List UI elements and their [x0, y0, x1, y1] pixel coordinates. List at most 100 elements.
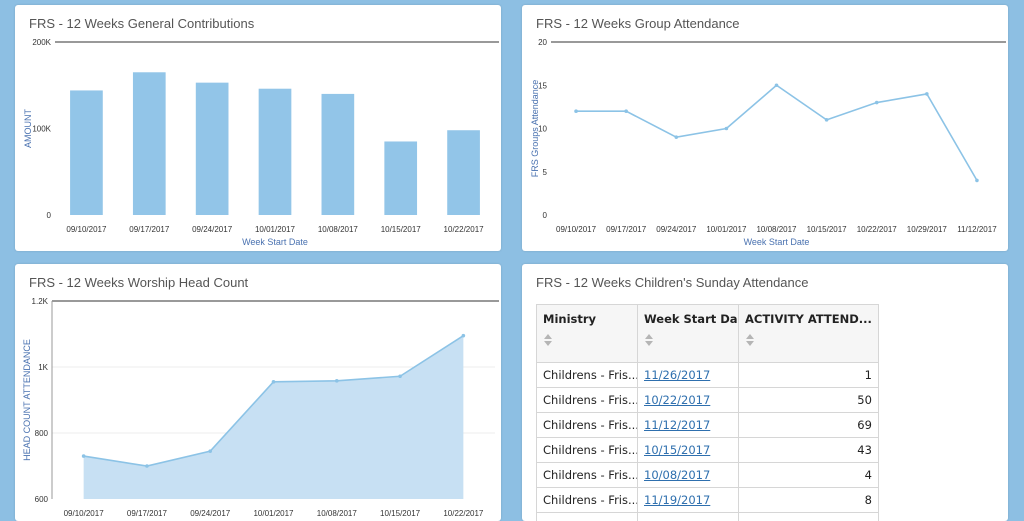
bar — [321, 93, 355, 215]
y-tick-label: 20 — [538, 38, 547, 47]
column-header-label: ACTIVITY ATTEND... — [745, 312, 872, 326]
date-link[interactable]: 10/22/2017 — [644, 393, 711, 407]
ministry-cell: Childrens - Fris... — [536, 437, 638, 463]
column-header-activity-attendance[interactable]: ACTIVITY ATTEND... — [738, 304, 879, 363]
y-tick-label: 200K — [32, 38, 51, 47]
column-header-label: Ministry — [543, 312, 597, 326]
x-tick-label: 10/08/2017 — [318, 225, 359, 234]
children-table: Ministry Week Start Da... ACTIVITY ATTEN… — [536, 304, 879, 521]
attendance-cell: 69 — [738, 412, 879, 438]
bar — [132, 72, 166, 216]
bar — [447, 130, 480, 215]
x-tick-label: 10/08/2017 — [317, 509, 358, 518]
attendance-cell: 43 — [738, 437, 879, 463]
ministry-cell: Childrens - Fris... — [536, 487, 638, 513]
table-row — [536, 512, 879, 521]
data-point — [461, 333, 466, 338]
x-tick-label: 10/01/2017 — [255, 225, 296, 234]
x-axis-label: Week Start Date — [242, 237, 308, 247]
sort-icon[interactable] — [644, 334, 654, 346]
data-point — [574, 109, 578, 113]
bar — [195, 82, 229, 215]
date-cell: 10/08/2017 — [637, 462, 739, 488]
y-tick-label: 0 — [543, 211, 548, 220]
x-tick-label: 09/10/2017 — [556, 225, 597, 234]
x-axis-label: Week Start Date — [744, 237, 810, 247]
ministry-cell: Childrens - Fris... — [536, 362, 638, 388]
attendance-cell: 8 — [738, 487, 879, 513]
area-fill — [83, 335, 464, 499]
x-tick-label: 10/22/2017 — [443, 509, 484, 518]
worship-chart: 600 800 1K 1.2K 09/10/2017 09/17/2017 09/24/20… — [22, 297, 499, 518]
x-tick-label: 10/01/2017 — [706, 225, 747, 234]
contributions-chart: 0 100K 200K 09/10/2017 09/17/2017 09/24/2017 1… — [23, 38, 499, 247]
y-tick-label: 1.2K — [32, 297, 49, 306]
bar — [258, 88, 292, 215]
y-axis-label: HEAD COUNT ATTENDANCE — [22, 339, 32, 461]
data-point — [624, 109, 628, 113]
contributions-panel: FRS - 12 Weeks General Contributions 0 10… — [15, 5, 501, 251]
x-tick-label: 09/24/2017 — [656, 225, 697, 234]
x-tick-label: 10/15/2017 — [807, 225, 848, 234]
date-cell — [637, 512, 739, 521]
data-point — [925, 92, 929, 96]
date-cell: 11/26/2017 — [637, 362, 739, 388]
data-point — [81, 454, 86, 458]
data-point — [145, 464, 149, 468]
table-header-row: Ministry Week Start Da... ACTIVITY ATTEN… — [536, 304, 879, 363]
table-row: Childrens - Fris... 11/26/2017 1 — [536, 362, 879, 388]
data-point — [334, 379, 339, 383]
children-panel: FRS - 12 Weeks Children's Sunday Attenda… — [522, 264, 1008, 521]
date-link[interactable]: 11/12/2017 — [644, 418, 711, 432]
column-header-ministry[interactable]: Ministry — [536, 304, 638, 363]
bar — [384, 141, 418, 215]
contributions-title: FRS - 12 Weeks General Contributions — [29, 16, 255, 31]
x-tick-label: 10/29/2017 — [907, 225, 948, 234]
x-tick-label: 10/22/2017 — [857, 225, 898, 234]
x-tick-label: 09/17/2017 — [127, 509, 168, 518]
attendance-cell — [738, 512, 879, 521]
data-point — [774, 83, 779, 88]
x-tick-label: 10/22/2017 — [444, 225, 485, 234]
date-cell: 11/12/2017 — [637, 412, 739, 438]
group-attendance-title: FRS - 12 Weeks Group Attendance — [536, 16, 740, 31]
column-header-label: Week Start Da... — [644, 312, 738, 326]
x-tick-label: 10/01/2017 — [253, 509, 294, 518]
x-tick-label: 10/15/2017 — [381, 225, 422, 234]
attendance-cell: 1 — [738, 362, 879, 388]
date-cell: 10/15/2017 — [637, 437, 739, 463]
data-point — [271, 380, 276, 384]
sort-icon[interactable] — [543, 334, 553, 346]
data-point — [824, 118, 829, 122]
y-tick-label: 10 — [538, 125, 547, 134]
data-point — [724, 126, 729, 131]
table-row: Childrens - Fris... 11/19/2017 8 — [536, 487, 879, 513]
x-tick-label: 10/15/2017 — [380, 509, 421, 518]
date-link[interactable]: 10/15/2017 — [644, 443, 711, 457]
y-tick-label: 800 — [35, 429, 49, 438]
date-link[interactable]: 11/19/2017 — [644, 493, 711, 507]
data-point — [208, 449, 213, 453]
data-point — [874, 100, 879, 105]
x-tick-label: 09/17/2017 — [129, 225, 170, 234]
y-tick-label: 5 — [543, 168, 548, 177]
table-row: Childrens - Fris... 10/08/2017 4 — [536, 462, 879, 488]
date-cell: 10/22/2017 — [637, 387, 739, 413]
table-row: Childrens - Fris... 10/15/2017 43 — [536, 437, 879, 463]
column-header-week-start-date[interactable]: Week Start Da... — [637, 304, 739, 363]
data-point — [975, 178, 979, 183]
attendance-cell: 4 — [738, 462, 879, 488]
y-axis-label: FRS Groups Attendance — [530, 80, 540, 178]
y-tick-label: 100K — [32, 125, 51, 134]
series-line — [576, 84, 978, 181]
date-link[interactable]: 10/08/2017 — [644, 468, 711, 482]
x-tick-label: 09/24/2017 — [190, 509, 231, 518]
x-tick-label: 09/10/2017 — [66, 225, 107, 234]
sort-icon[interactable] — [745, 334, 755, 346]
date-link[interactable]: 11/26/2017 — [644, 368, 711, 382]
x-tick-label: 09/17/2017 — [606, 225, 647, 234]
x-tick-label: 10/08/2017 — [756, 225, 797, 234]
table-row: Childrens - Fris... 10/22/2017 50 — [536, 387, 879, 413]
date-cell: 11/19/2017 — [637, 487, 739, 513]
y-tick-label: 15 — [538, 81, 547, 90]
